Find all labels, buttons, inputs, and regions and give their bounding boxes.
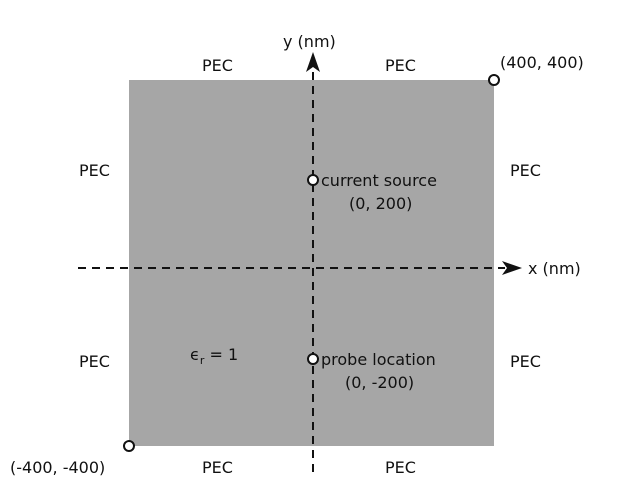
- pec-right-lower-label: PEC: [510, 352, 541, 371]
- x-axis-arrow-icon: [502, 261, 522, 275]
- permittivity-subscript: r: [200, 354, 205, 367]
- pec-left-upper-label: PEC: [79, 161, 110, 180]
- current-source-label: current source: [321, 171, 437, 190]
- current-source-coords: (0, 200): [349, 194, 412, 213]
- corner-bottom-left-coords: (-400, -400): [10, 458, 105, 477]
- permittivity-symbol: ϵ: [190, 345, 200, 364]
- pec-bottom-right-label: PEC: [385, 458, 416, 477]
- current-source-marker: [307, 174, 319, 186]
- probe-location-marker: [307, 353, 319, 365]
- probe-location-label: probe location: [321, 350, 436, 369]
- corner-top-right-marker: [488, 74, 500, 86]
- x-axis-label: x (nm): [528, 259, 581, 278]
- pec-bottom-left-label: PEC: [202, 458, 233, 477]
- simulation-region: [129, 80, 494, 446]
- pec-top-right-label: PEC: [385, 56, 416, 75]
- pec-right-upper-label: PEC: [510, 161, 541, 180]
- permittivity-value: = 1: [204, 345, 238, 364]
- y-axis-arrow-icon: [306, 52, 320, 72]
- y-axis-label: y (nm): [283, 32, 336, 51]
- permittivity-label: ϵr = 1: [190, 345, 238, 367]
- probe-location-coords: (0, -200): [345, 373, 414, 392]
- pec-left-lower-label: PEC: [79, 352, 110, 371]
- corner-bottom-left-marker: [123, 440, 135, 452]
- pec-top-left-label: PEC: [202, 56, 233, 75]
- corner-top-right-coords: (400, 400): [500, 53, 584, 72]
